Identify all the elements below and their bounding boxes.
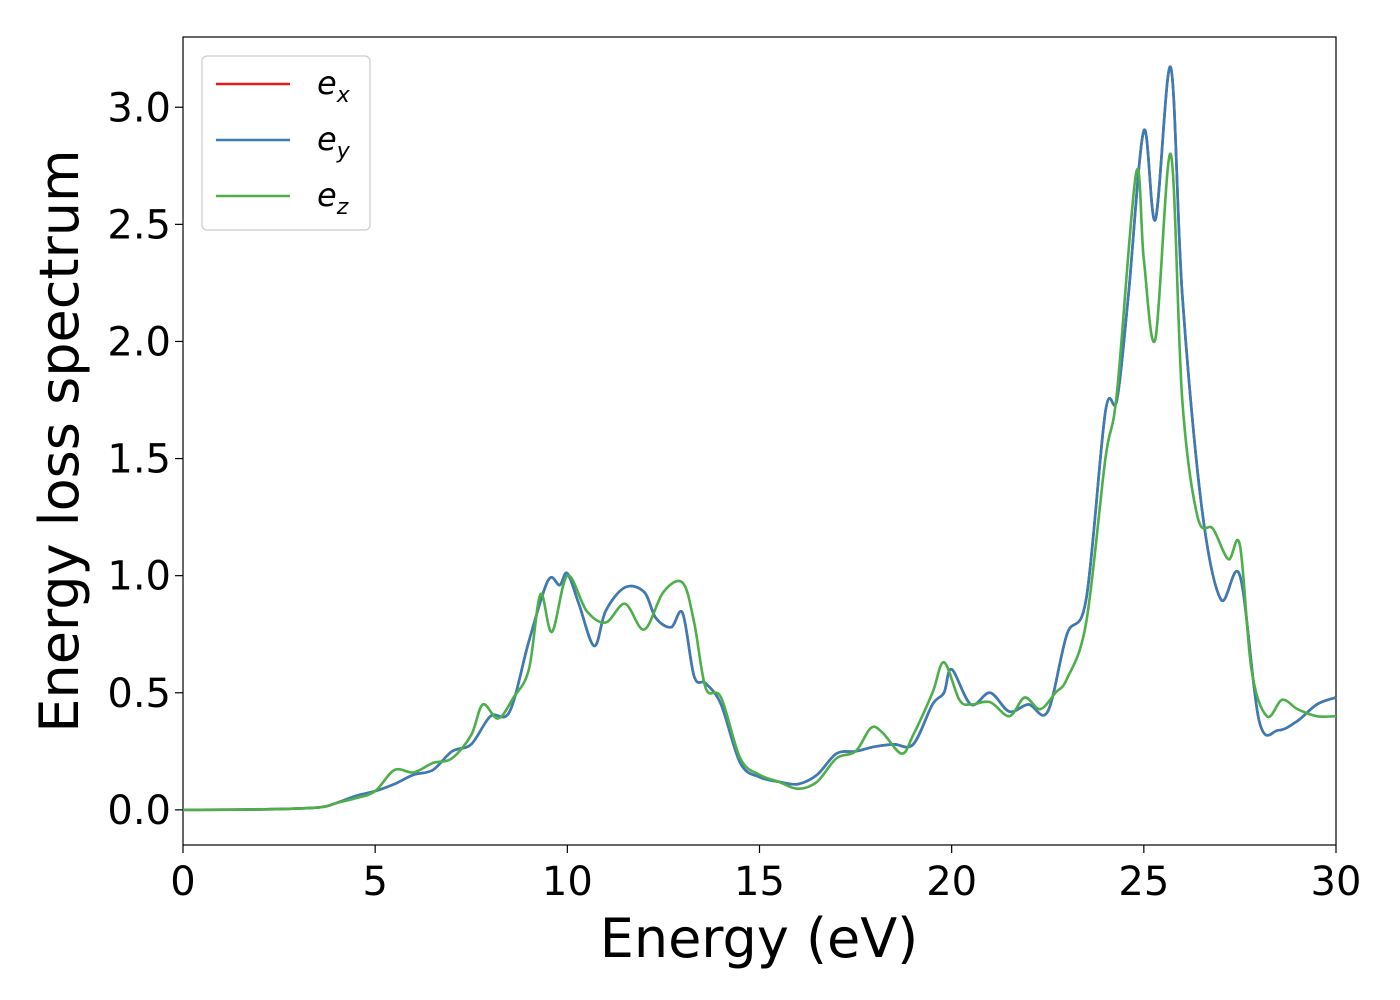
x-tick-label: 30 <box>1311 859 1362 905</box>
y-axis-label: Energy loss spectrum <box>28 149 91 732</box>
series-layer <box>182 65 1337 812</box>
series-line-z <box>182 152 1337 812</box>
y-tick-label: 2.5 <box>107 202 171 248</box>
y-tick-label: 3.0 <box>107 85 171 131</box>
x-tick-label: 15 <box>734 859 785 905</box>
x-tick-label: 25 <box>1118 859 1169 905</box>
x-axis-label: Energy (eV) <box>600 907 919 970</box>
y-tick-label: 0.5 <box>107 671 171 717</box>
y-tick-label: 1.5 <box>107 437 171 483</box>
y-tick-label: 0.0 <box>107 788 171 834</box>
x-tick-label: 10 <box>542 859 593 905</box>
ticks-layer: 0 5 10 15 20 25 30 0.0 0.5 1.0 1.5 2.0 2.5 3.0 <box>107 85 1361 905</box>
x-tick-label: 20 <box>926 859 977 905</box>
plot-area <box>182 36 1337 846</box>
y-tick-label: 2.0 <box>107 319 171 365</box>
y-tick-label: 1.0 <box>107 554 171 600</box>
x-tick-label: 0 <box>170 859 195 905</box>
legend-box <box>201 55 371 231</box>
x-tick-label: 5 <box>362 859 387 905</box>
legend-subscript: y <box>336 139 351 164</box>
legend-subscript: x <box>336 83 351 108</box>
legend-subscript: z <box>336 195 349 220</box>
